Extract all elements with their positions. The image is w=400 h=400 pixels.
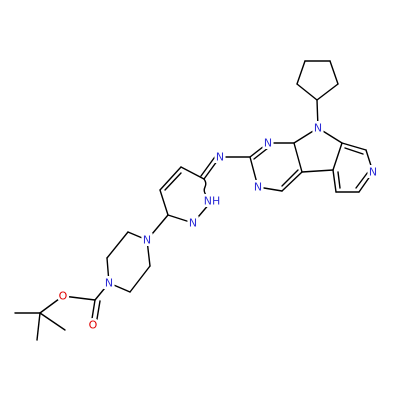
atom-label: N (216, 151, 224, 164)
atom-label: N (189, 217, 197, 230)
atom-label: N (254, 181, 262, 194)
atom-label: N (143, 234, 151, 247)
atom-label: O (59, 290, 68, 303)
atom-label: N (369, 166, 377, 179)
atom-label: N (264, 137, 272, 150)
atom-label: O (89, 319, 98, 332)
atom-label: N (314, 122, 322, 135)
atom-label: N (105, 277, 113, 290)
atom-label: NH (204, 195, 221, 208)
atom-labels: N N N N N NH N N N O O (56, 119, 379, 334)
bonds (14, 60, 374, 341)
